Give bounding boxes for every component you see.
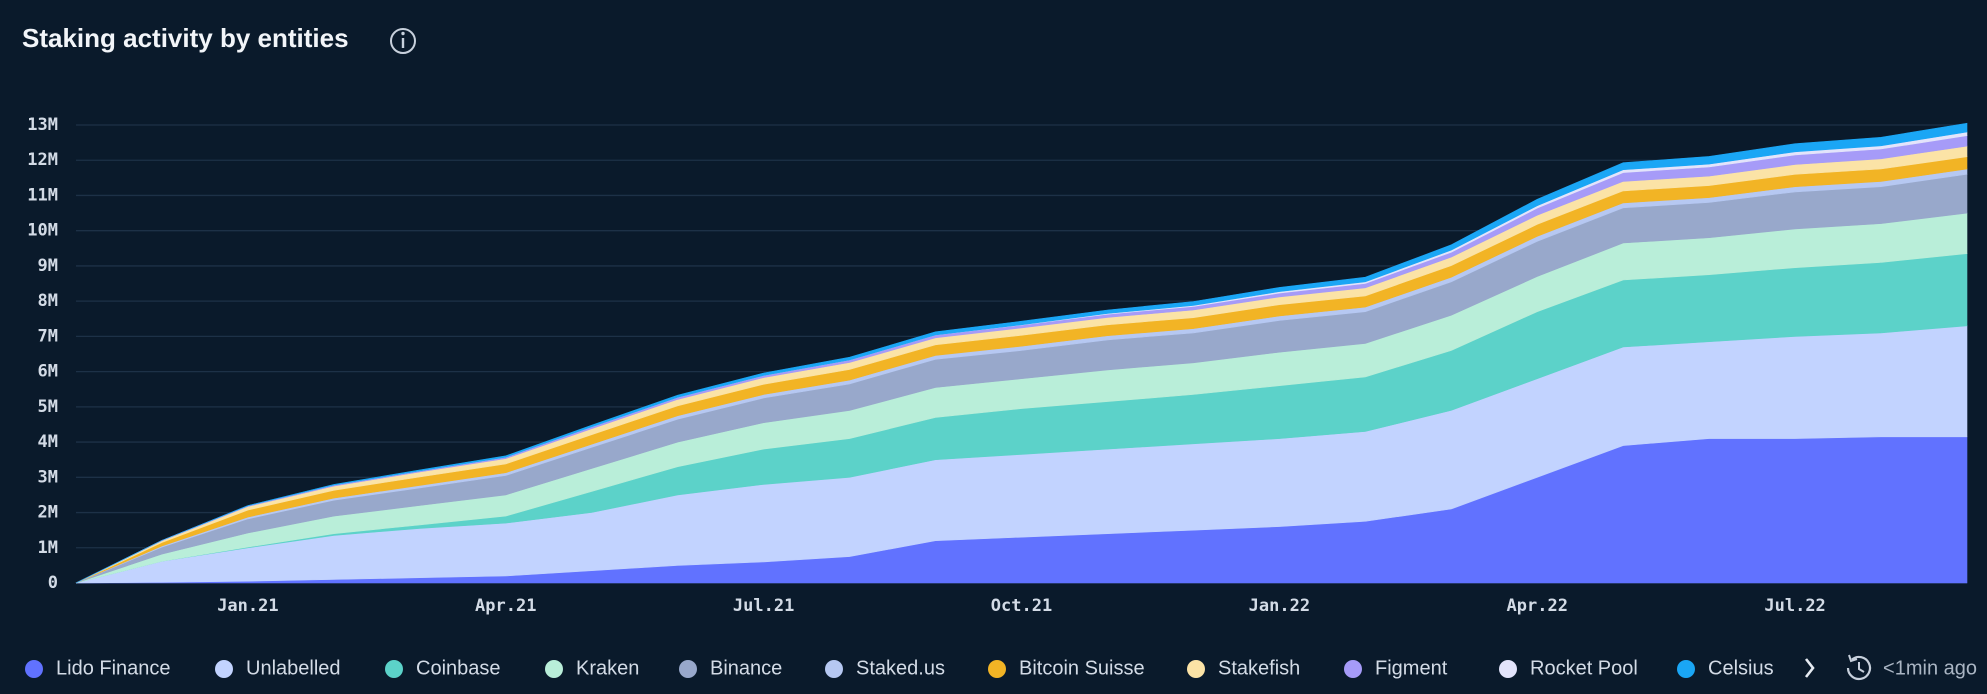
legend-swatch (1499, 660, 1517, 678)
x-tick-label: Jan.22 (1249, 596, 1310, 616)
legend-label: Figment (1375, 657, 1448, 679)
legend-item[interactable]: Coinbase (385, 657, 501, 679)
y-tick-label: 6M (38, 362, 58, 382)
legend-next-arrow[interactable] (1804, 658, 1815, 678)
legend-label: Rocket Pool (1530, 657, 1638, 679)
legend-label: Coinbase (416, 657, 501, 679)
legend-swatch (679, 660, 697, 678)
legend: Lido Finance Unlabelled Coinbase Kraken Bina… (25, 657, 1774, 679)
y-tick-label: 11M (27, 185, 58, 205)
legend-label: Celsius (1708, 657, 1774, 679)
legend-item[interactable]: Stakefish (1187, 657, 1300, 679)
updated-label: <1min ago (1883, 657, 1977, 679)
axes: 0 1M 2M 3M 4M 5M 6M 7M 8M 9M 10M 11M 12M 13M Jan.21 Apr… (27, 115, 1826, 616)
legend-item[interactable]: Rocket Pool (1499, 657, 1638, 679)
refresh-icon[interactable] (1846, 654, 1872, 681)
legend-item[interactable]: Bitcoin Suisse (988, 657, 1145, 679)
legend-swatch (988, 660, 1006, 678)
legend-swatch (25, 660, 43, 678)
info-icon[interactable] (390, 28, 416, 54)
legend-item[interactable]: Kraken (545, 657, 639, 679)
legend-swatch (545, 660, 563, 678)
y-tick-label: 13M (27, 115, 58, 135)
y-tick-label: 5M (38, 397, 58, 417)
legend-label: Binance (710, 657, 782, 679)
x-tick-label: Oct.21 (991, 596, 1052, 616)
legend-swatch (1187, 660, 1205, 678)
chart-title: Staking activity by entities (22, 23, 349, 53)
areas (75, 122, 1968, 584)
x-tick-label: Apr.21 (475, 596, 536, 616)
legend-item[interactable]: Staked.us (825, 657, 945, 679)
x-tick-label: Jan.21 (217, 596, 278, 616)
y-tick-label: 0 (48, 573, 58, 593)
y-tick-label: 10M (27, 221, 58, 241)
x-tick-label: Jul.22 (1764, 596, 1825, 616)
legend-label: Bitcoin Suisse (1019, 657, 1145, 679)
x-tick-label: Jul.21 (733, 596, 794, 616)
y-tick-label: 9M (38, 256, 58, 276)
y-tick-label: 8M (38, 291, 58, 311)
y-tick-label: 4M (38, 432, 58, 452)
y-tick-label: 1M (38, 538, 58, 558)
legend-label: Lido Finance (56, 657, 171, 679)
legend-item[interactable]: Figment (1344, 657, 1448, 679)
legend-item[interactable]: Binance (679, 657, 782, 679)
legend-swatch (1677, 660, 1695, 678)
legend-swatch (825, 660, 843, 678)
y-tick-label: 7M (38, 326, 58, 346)
legend-swatch (385, 660, 403, 678)
legend-swatch (1344, 660, 1362, 678)
legend-label: Unlabelled (246, 657, 341, 679)
y-tick-label: 3M (38, 467, 58, 487)
legend-label: Stakefish (1218, 657, 1300, 679)
x-tick-label: Apr.22 (1507, 596, 1568, 616)
legend-item[interactable]: Unlabelled (215, 657, 341, 679)
legend-item[interactable]: Celsius (1677, 657, 1774, 679)
legend-label: Staked.us (856, 657, 945, 679)
y-tick-label: 2M (38, 503, 58, 523)
legend-item[interactable]: Lido Finance (25, 657, 171, 679)
legend-swatch (215, 660, 233, 678)
area (75, 122, 1968, 584)
y-tick-label: 12M (27, 150, 58, 170)
legend-label: Kraken (576, 657, 639, 679)
